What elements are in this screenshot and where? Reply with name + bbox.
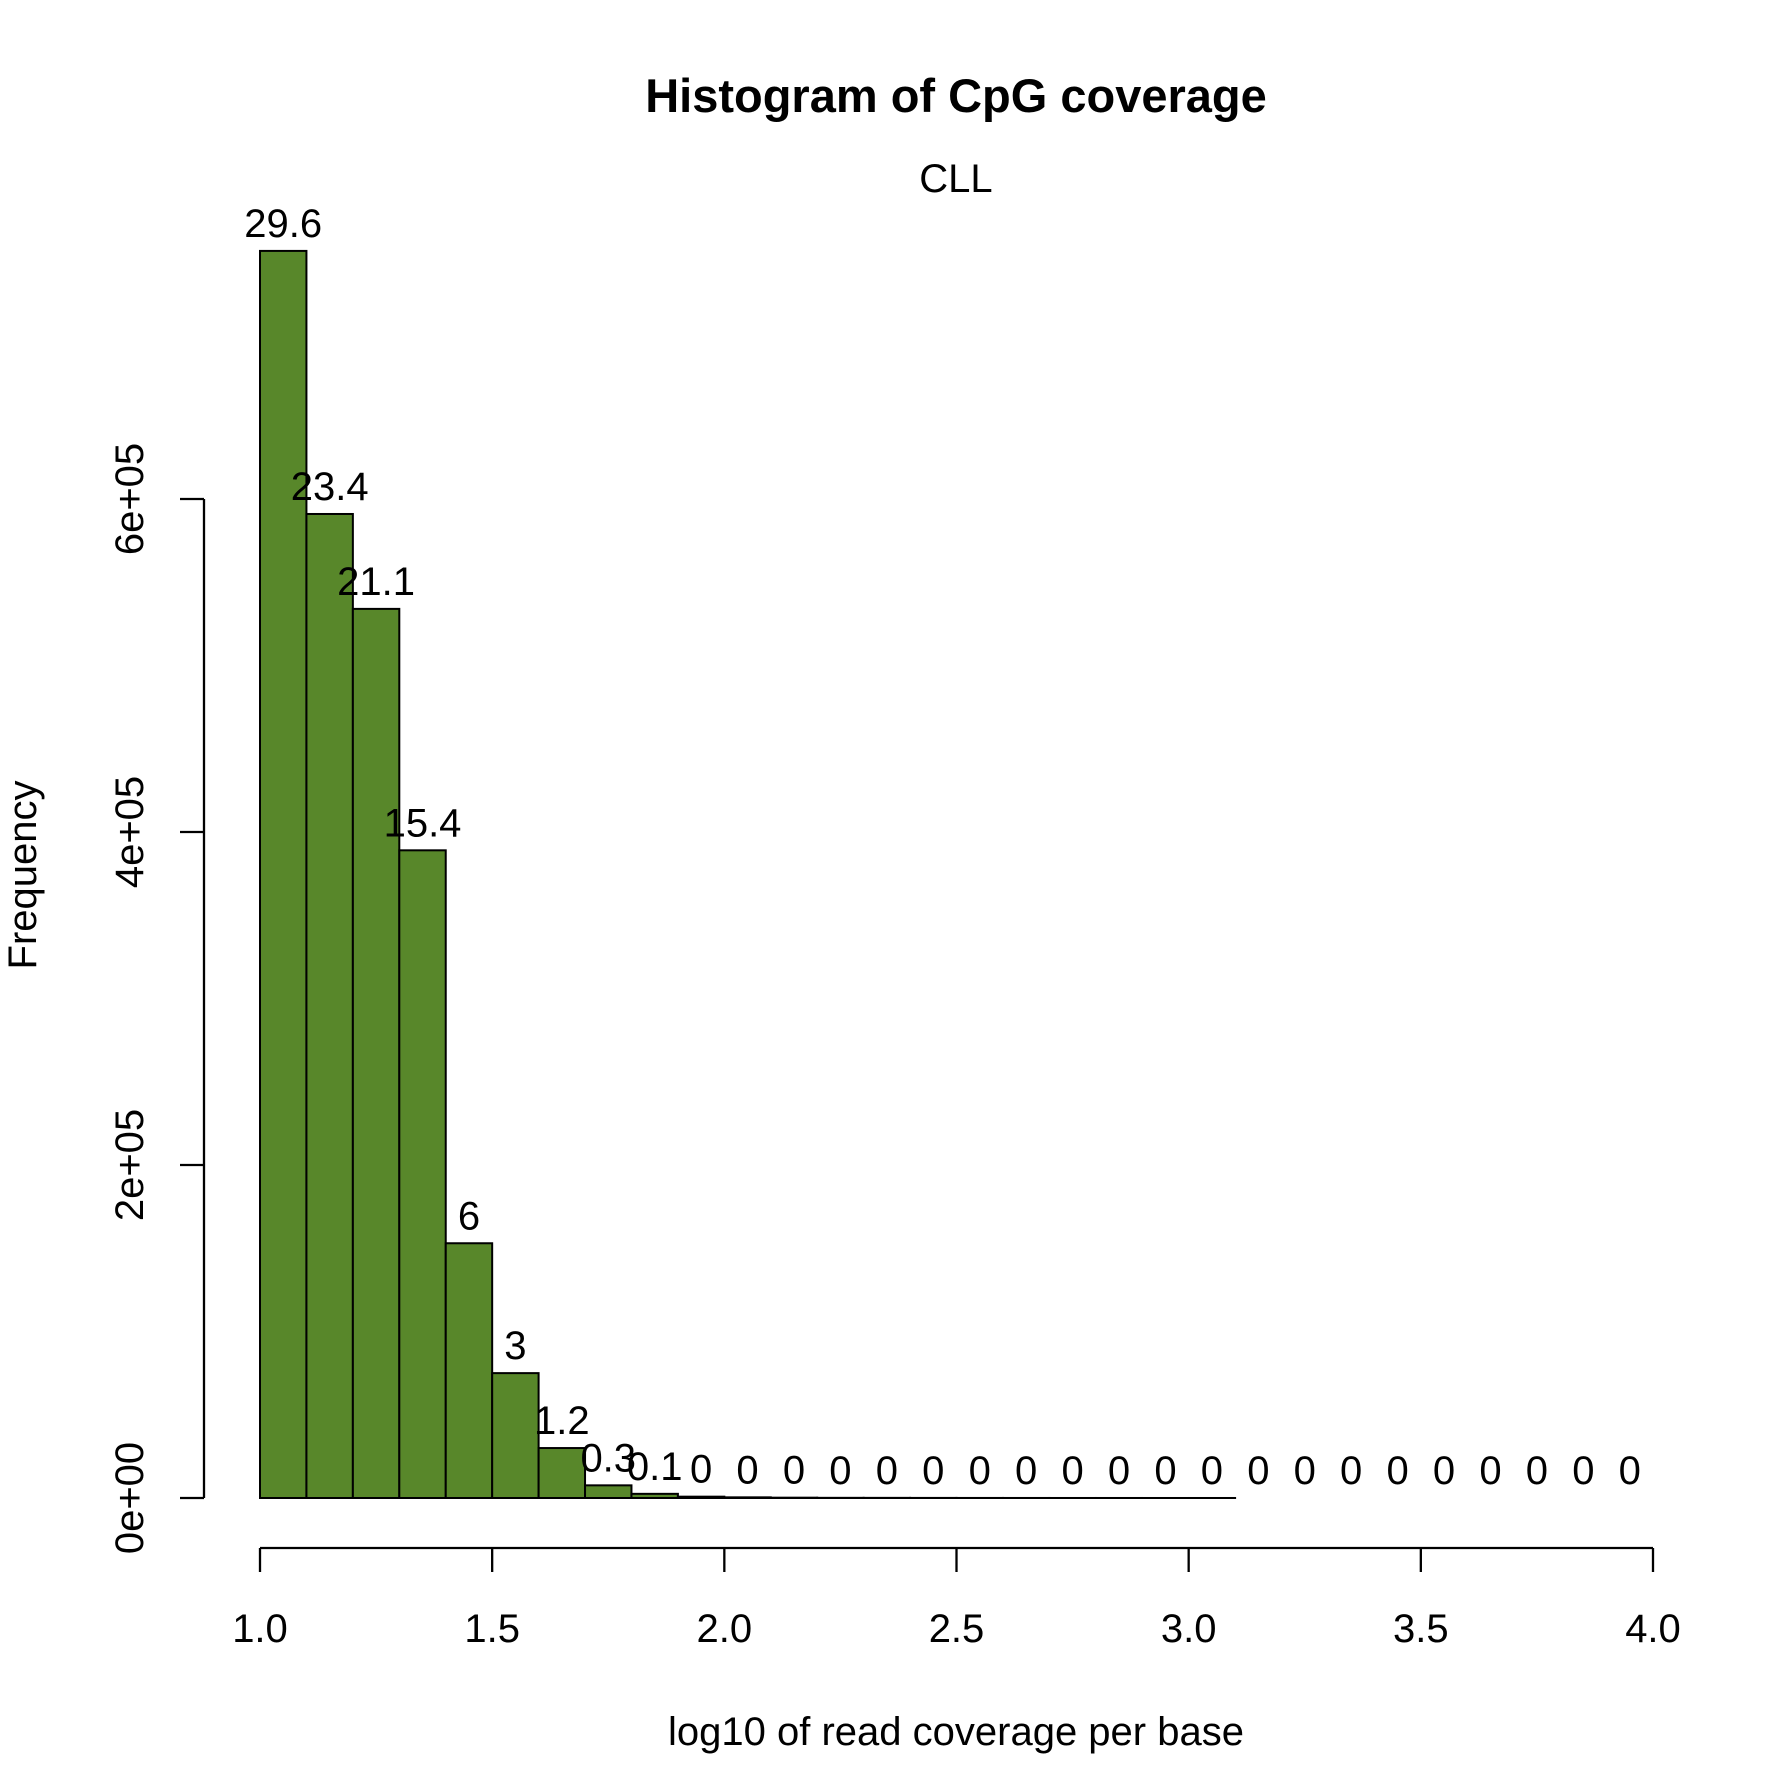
bar bbox=[305, 512, 354, 1499]
value-label: 6 bbox=[458, 1194, 480, 1238]
y-tick-label: 2e+05 bbox=[108, 1109, 152, 1221]
value-label: 0 bbox=[1386, 1449, 1408, 1493]
bar bbox=[584, 1484, 633, 1499]
value-label: 15.4 bbox=[384, 801, 462, 845]
value-label: 0 bbox=[1201, 1449, 1223, 1493]
bar bbox=[259, 249, 308, 1499]
bar bbox=[444, 1242, 494, 1499]
chart-subtitle: CLL bbox=[919, 157, 992, 201]
y-tick-label: 6e+05 bbox=[108, 443, 152, 555]
bar bbox=[630, 1492, 679, 1500]
bar bbox=[491, 1372, 540, 1499]
x-tick-label: 1.0 bbox=[232, 1607, 288, 1651]
value-label: 0 bbox=[736, 1448, 758, 1492]
value-label: 0 bbox=[1154, 1449, 1176, 1493]
value-label: 0 bbox=[922, 1449, 944, 1493]
y-tick-label: 4e+05 bbox=[108, 776, 152, 888]
value-label: 0 bbox=[1340, 1449, 1362, 1493]
bar bbox=[351, 607, 401, 1499]
y-tick-label: 0e+00 bbox=[108, 1442, 152, 1554]
value-label: 0 bbox=[1108, 1449, 1130, 1493]
value-label: 0.1 bbox=[627, 1445, 683, 1489]
chart-title: Histogram of CpG coverage bbox=[645, 69, 1267, 122]
x-tick-label: 2.0 bbox=[697, 1607, 753, 1651]
value-label: 0.3 bbox=[580, 1436, 636, 1480]
value-label: 0 bbox=[1294, 1449, 1316, 1493]
x-axis-label: log10 of read coverage per base bbox=[668, 1710, 1244, 1754]
value-label: 0 bbox=[1015, 1449, 1037, 1493]
value-label: 1.2 bbox=[534, 1399, 590, 1443]
value-label: 21.1 bbox=[337, 560, 415, 604]
y-axis-label: Frequency bbox=[1, 781, 45, 970]
value-label: 0 bbox=[969, 1449, 991, 1493]
x-tick-label: 4.0 bbox=[1625, 1607, 1681, 1651]
value-label: 0 bbox=[876, 1449, 898, 1493]
value-label: 0 bbox=[1433, 1449, 1455, 1493]
bar bbox=[398, 849, 447, 1499]
bar bbox=[676, 1495, 726, 1499]
value-label: 23.4 bbox=[291, 465, 369, 509]
bar bbox=[723, 1496, 772, 1499]
x-tick-label: 2.5 bbox=[929, 1607, 985, 1651]
x-tick-label: 1.5 bbox=[464, 1607, 520, 1651]
value-label: 29.6 bbox=[244, 202, 322, 246]
x-tick-label: 3.0 bbox=[1161, 1607, 1217, 1651]
bar bbox=[537, 1447, 587, 1500]
value-label: 0 bbox=[1479, 1449, 1501, 1493]
value-label: 0 bbox=[783, 1449, 805, 1493]
value-label: 3 bbox=[504, 1324, 526, 1368]
value-label: 0 bbox=[1061, 1449, 1083, 1493]
value-label: 0 bbox=[829, 1449, 851, 1493]
value-label: 0 bbox=[690, 1448, 712, 1492]
value-label: 0 bbox=[1572, 1449, 1594, 1493]
value-label: 0 bbox=[1247, 1449, 1269, 1493]
value-label: 0 bbox=[1619, 1449, 1641, 1493]
value-label: 0 bbox=[1526, 1449, 1548, 1493]
x-tick-label: 3.5 bbox=[1393, 1607, 1449, 1651]
